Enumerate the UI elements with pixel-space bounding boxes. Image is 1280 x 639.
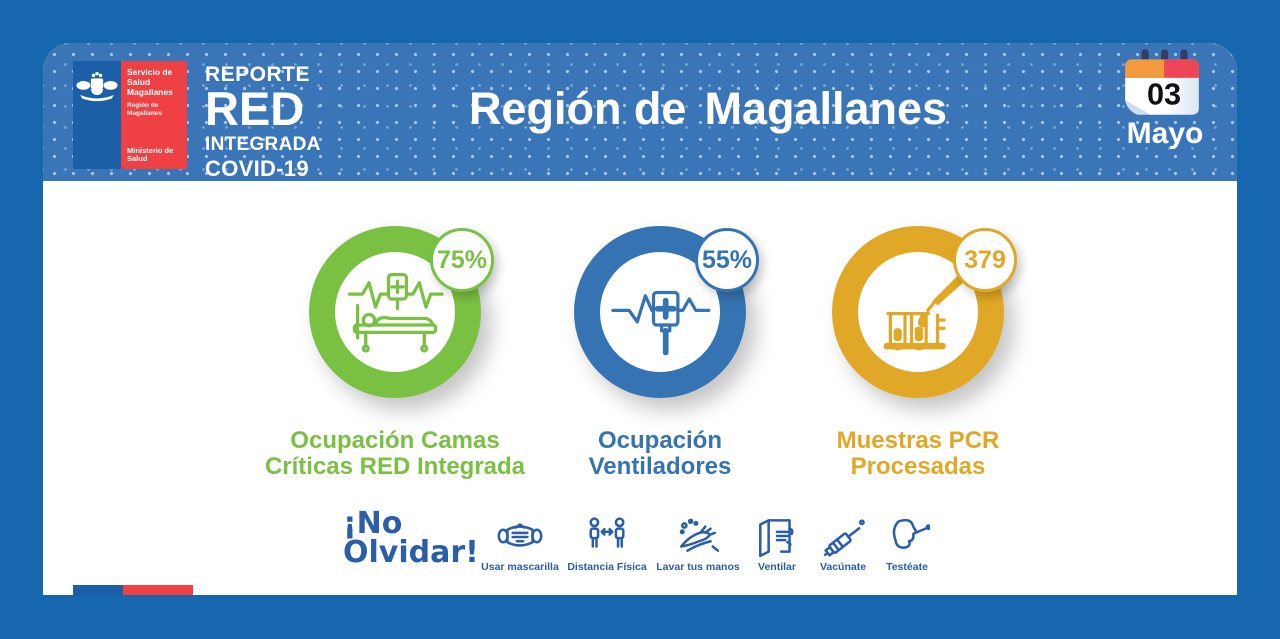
report-line-covid: COVID-19 bbox=[205, 155, 309, 181]
pcr-samples-icon bbox=[883, 273, 967, 351]
page-title-part2: Magallanes bbox=[704, 83, 948, 134]
wash-hands-icon bbox=[679, 518, 720, 552]
page-title-part1: Región de bbox=[468, 83, 687, 134]
page-title: Región de Magallanes bbox=[363, 83, 1053, 135]
stat-label-line1: Muestras PCR bbox=[836, 427, 1000, 454]
stat-ventilators: 55% Ocupación Ventiladores bbox=[574, 226, 759, 480]
report-line-reporte: REPORTE bbox=[205, 63, 311, 86]
stat-pcr-samples: 379 Muestras PCR Procesadas bbox=[832, 226, 1017, 480]
stat-value-badge: 75% bbox=[430, 228, 494, 292]
report-line-red: RED bbox=[205, 82, 305, 135]
header-band: Servicio de Salud Magallanes Región de M… bbox=[43, 43, 1237, 181]
ventilate-icon bbox=[759, 519, 794, 557]
get-tested-icon bbox=[892, 518, 930, 549]
stat-value-badge: 55% bbox=[695, 228, 759, 292]
report-card: Servicio de Salud Magallanes Región de M… bbox=[43, 43, 1237, 595]
footer-item-label: Usar mascarilla bbox=[481, 561, 559, 573]
stat-label-line2: Críticas RED Integrada bbox=[264, 453, 526, 481]
stat-label-line1: Ocupación Camas bbox=[290, 427, 500, 454]
calendar-day: 03 bbox=[1147, 76, 1181, 111]
stat-label-line1: Ocupación bbox=[597, 427, 723, 454]
footer-item-label: Testéate bbox=[886, 561, 928, 573]
face-mask-icon bbox=[497, 523, 543, 547]
vaccine-icon bbox=[823, 519, 865, 557]
ministry-logo: Servicio de Salud Magallanes Región de M… bbox=[73, 61, 187, 169]
stat-label: Muestras PCR Procesadas bbox=[748, 427, 1088, 481]
footer-item-distance: Distancia Física bbox=[559, 515, 655, 623]
flag-bar-blue bbox=[73, 585, 123, 595]
footer-item-vaccine: Vacúnate bbox=[795, 515, 891, 623]
logo-text-panel: Servicio de Salud Magallanes Región de M… bbox=[121, 61, 187, 169]
stat-label: Ocupación Camas Críticas RED Integrada bbox=[225, 427, 565, 481]
footer-item-label: Lavar tus manos bbox=[656, 561, 740, 573]
footer-item-label: Distancia Física bbox=[567, 561, 647, 573]
date-widget: 03 Mayo bbox=[1119, 49, 1211, 151]
report-line-integrada: INTEGRADA bbox=[205, 133, 321, 155]
report-name-block: REPORTE RED INTEGRADA COVID-19 bbox=[205, 63, 321, 182]
logo-region-name: Región de Magallanes bbox=[127, 102, 163, 118]
stat-label-line2: Ventiladores bbox=[588, 453, 732, 481]
stat-critical-beds: 75% Ocupación Camas Críticas RED Integra… bbox=[265, 226, 525, 480]
logo-emblem-panel bbox=[73, 61, 121, 169]
logo-service-name: Servicio de Salud Magallanes bbox=[127, 67, 173, 97]
reminder-line1: ¡No bbox=[343, 506, 403, 541]
footer-item-wash-hands: Lavar tus manos bbox=[650, 515, 746, 623]
footer-item-label: Ventilar bbox=[758, 561, 796, 573]
logo-ministry-name: Ministerio de Salud bbox=[127, 145, 174, 164]
footer-item-label: Vacúnate bbox=[819, 561, 867, 573]
calendar-icon: 03 bbox=[1125, 49, 1199, 115]
stat-label-line2: Procesadas bbox=[850, 453, 986, 481]
stat-value-badge: 379 bbox=[953, 228, 1017, 292]
footer-item-ventilate: Ventilar bbox=[729, 515, 825, 623]
footer-item-get-tested: Testéate bbox=[859, 515, 955, 623]
stat-label: Ocupación Ventiladores bbox=[490, 427, 830, 481]
reminder-heading: ¡No Olvidar! bbox=[343, 506, 479, 571]
footer-item-mask: Usar mascarilla bbox=[472, 515, 568, 623]
reminder-line2: Olvidar! bbox=[343, 535, 479, 571]
calendar-month: Mayo bbox=[1126, 117, 1204, 150]
ventilator-icon bbox=[611, 290, 711, 355]
hospital-bed-icon bbox=[347, 273, 444, 353]
physical-distance-icon bbox=[589, 517, 625, 548]
flag-bar-red bbox=[123, 585, 193, 595]
chile-coat-of-arms-icon bbox=[76, 71, 118, 102]
